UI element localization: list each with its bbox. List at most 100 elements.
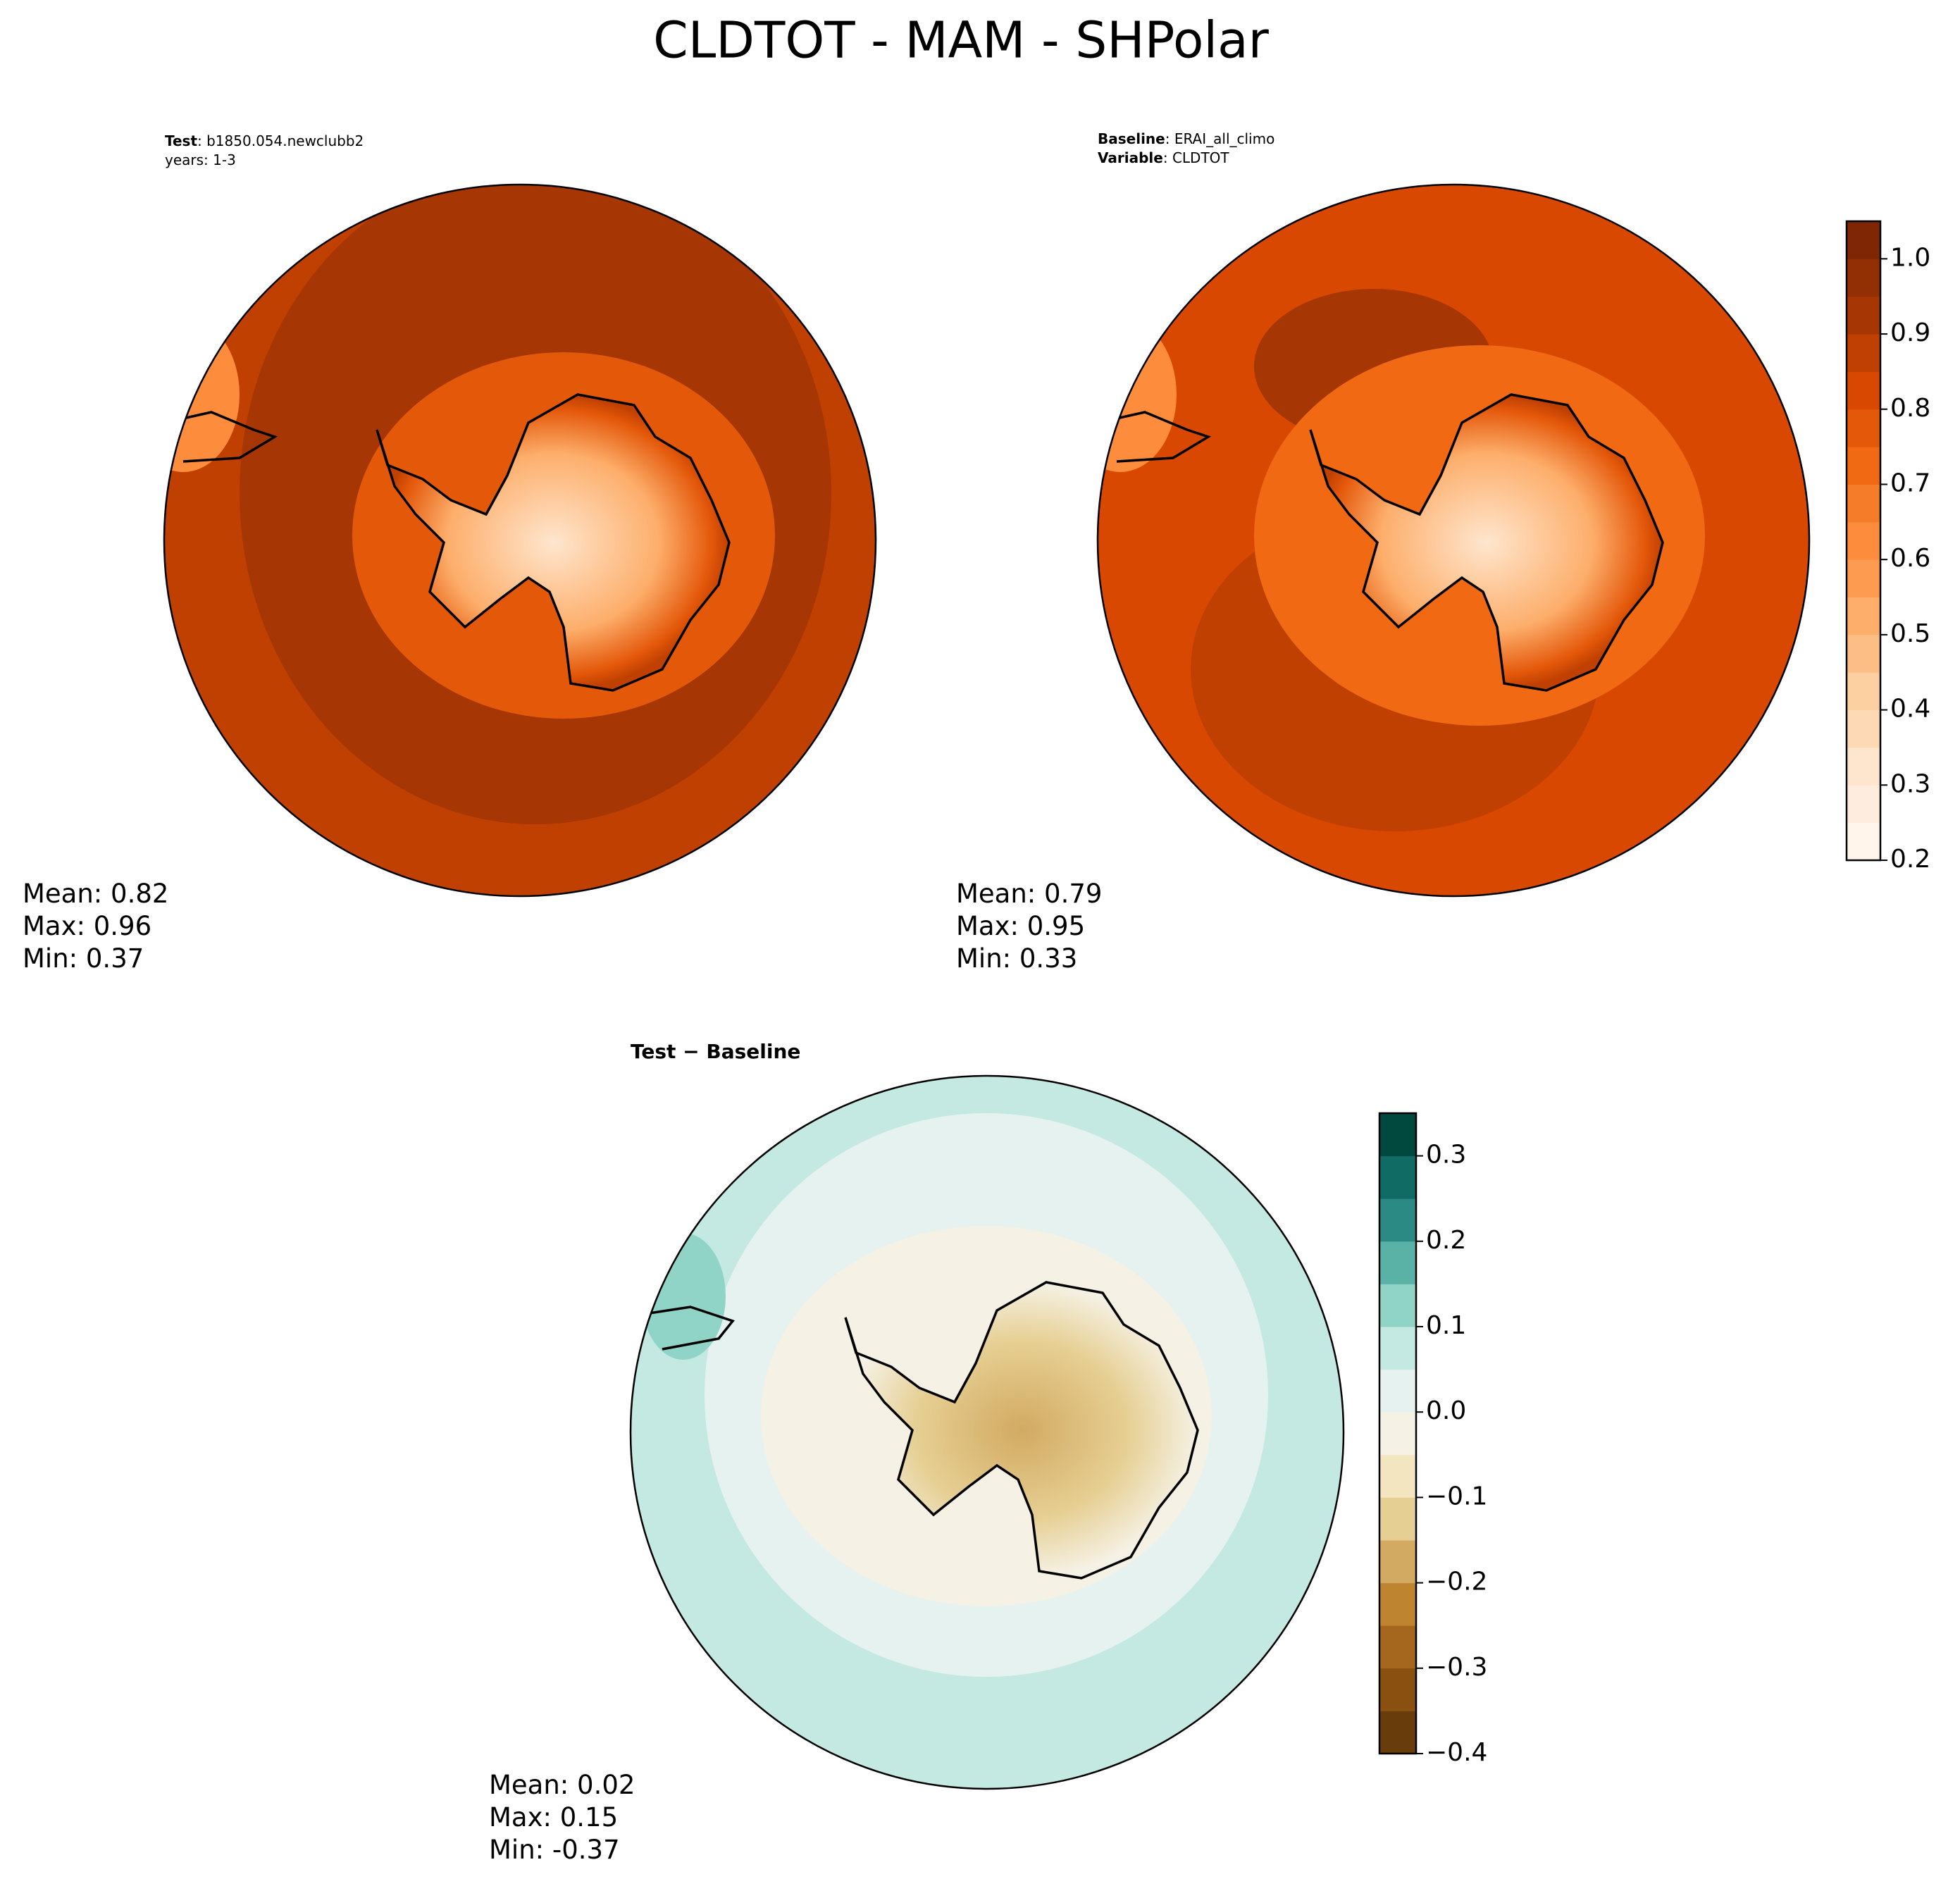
colorbar-band [1379,1327,1416,1370]
colorbar-band [1847,634,1880,673]
colorbar-band [1379,1540,1416,1584]
stat-value: 0.79 [1044,879,1102,909]
header-text: : CLDTOT [1163,149,1230,166]
stat-line: Mean: 0.02 [489,1770,635,1800]
colorbar-band [1379,1711,1416,1754]
colorbar-band [1379,1668,1416,1711]
colorbar-tick-label: 0.5 [1890,619,1930,648]
colorbar-tick-label: −0.2 [1426,1568,1487,1596]
colorbar-tick-label: 1.0 [1890,243,1930,272]
colorbar-band [1847,296,1880,335]
stat-label: Max: [956,911,1019,941]
stat-label: Mean: [489,1770,569,1800]
colorbar-band [1847,447,1880,485]
colorbar-frame [1845,220,1882,862]
stat-value: 0.82 [111,879,168,909]
panel-header: Test − Baseline [631,1040,800,1063]
stat-label: Max: [489,1802,552,1833]
figure-title: CLDTOT - MAM - SHPolar [653,11,1269,70]
stat-value: 0.15 [560,1802,618,1833]
colorbar-band [1379,1198,1416,1242]
map-baseline [1098,185,1809,896]
colorbar-band [1847,822,1880,861]
panel-header: years: 1-3 [165,151,236,168]
header-key: Variable [1098,149,1163,166]
colorbar-tick-label: 0.4 [1890,695,1930,724]
colorbar-frame [1378,1112,1418,1755]
map-test [164,185,876,896]
header-key: Test − Baseline [631,1040,800,1063]
stat-line: Min: 0.37 [23,943,144,974]
coastline [644,1306,735,1351]
colorbar-band [1379,1497,1416,1541]
colorbar-band [1379,1113,1416,1157]
map-region [164,317,240,472]
header-text: : ERAI_all_climo [1165,130,1275,147]
map-difference [631,1076,1344,1789]
stat-label: Min: [23,943,77,974]
colorbar-band [1847,672,1880,711]
stat-value: 0.95 [1027,911,1085,941]
stat-label: Min: [489,1835,544,1865]
colorbar-band [1847,709,1880,748]
stat-line: Max: 0.15 [489,1802,618,1833]
colorbar-band [1379,1582,1416,1626]
colorbar-band [1847,559,1880,598]
colorbar-tick-label: 0.8 [1890,394,1930,423]
stat-value: 0.37 [86,943,144,974]
stat-line: Max: 0.95 [956,911,1085,941]
panel-header: Test: b1850.054.newclubb2 [165,132,364,149]
colorbar-band [1847,409,1880,447]
colorbar-tick-label: 0.2 [1426,1226,1466,1255]
coastline [1098,411,1212,463]
colorbar-tick-label: 0.0 [1426,1396,1466,1425]
colorbar-tick-label: 0.2 [1890,845,1930,874]
stat-value: 0.96 [94,911,151,941]
colorbar-band [1379,1369,1416,1413]
colorbar-tick-label: 0.7 [1890,469,1930,497]
colorbar-band [1847,785,1880,824]
colorbar-band [1379,1454,1416,1498]
colorbar-tick-label: 0.3 [1890,769,1930,798]
panel-header: Variable: CLDTOT [1098,149,1229,166]
stat-value: 0.33 [1019,943,1077,974]
colorbar-band [1379,1284,1416,1327]
stat-label: Min: [956,943,1011,974]
stat-label: Mean: [23,879,102,909]
header-text: years: 1-3 [165,151,236,168]
colorbar-band [1379,1155,1416,1199]
colorbar-band [1847,259,1880,297]
stat-line: Mean: 0.79 [956,879,1102,909]
colorbar-band [1847,221,1880,259]
stat-label: Mean: [956,879,1036,909]
map-border [163,183,877,898]
colorbar-tick-label: −0.4 [1426,1738,1487,1767]
colorbar-band [1847,334,1880,372]
stat-line: Min: -0.37 [489,1835,620,1865]
stat-line: Min: 0.33 [956,943,1077,974]
stat-value: 0.02 [577,1770,635,1800]
header-key: Test [165,132,197,149]
header-key: Baseline [1098,130,1165,147]
coastline [164,411,278,463]
map-border [629,1074,1345,1790]
map-border [1096,183,1811,898]
colorbar-tick-label: 0.9 [1890,318,1930,347]
stat-value: -0.37 [552,1835,620,1865]
colorbar-band [1379,1625,1416,1669]
colorbar-band [1847,484,1880,523]
colorbar-tick-label: −0.1 [1426,1482,1487,1511]
colorbar-tick-label: −0.3 [1426,1653,1487,1682]
colorbar-band [1847,597,1880,635]
stat-line: Mean: 0.82 [23,879,168,909]
colorbar-band [1847,521,1880,560]
stat-label: Max: [23,911,85,941]
colorbar-tick-label: 0.1 [1426,1311,1466,1340]
colorbar-band [1379,1241,1416,1284]
colorbar-band [1847,371,1880,410]
colorbar-band [1379,1412,1416,1456]
stat-line: Max: 0.96 [23,911,151,941]
colorbar-tick-label: 0.3 [1426,1141,1466,1170]
panel-header: Baseline: ERAI_all_climo [1098,130,1274,147]
